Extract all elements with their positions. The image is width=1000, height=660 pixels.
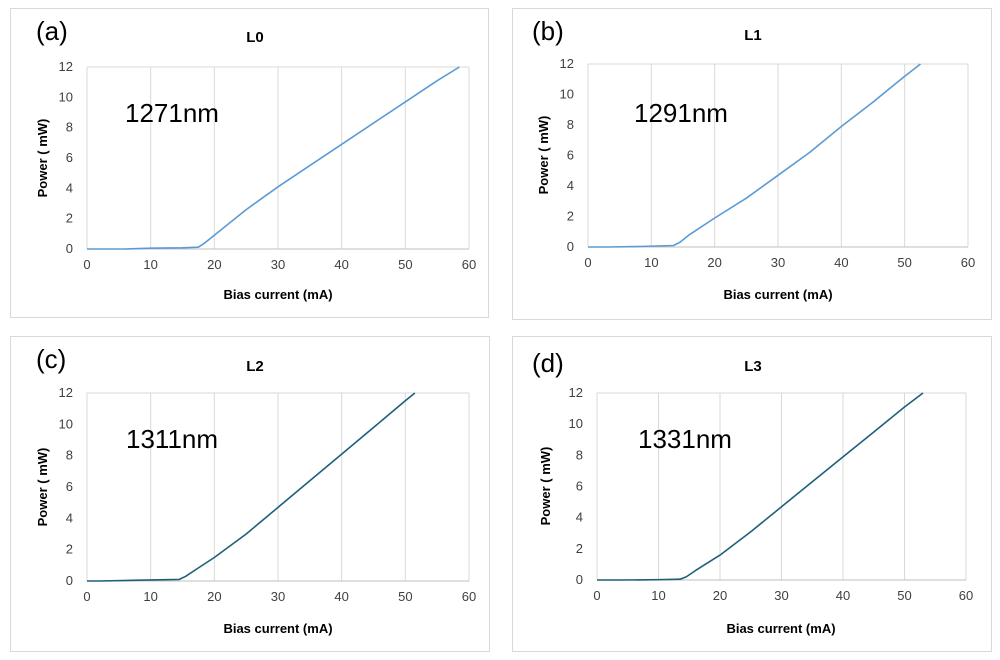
x-tick-label: 30	[774, 588, 788, 603]
chart-panel-c	[10, 336, 490, 652]
y-tick-label: 10	[560, 87, 574, 102]
y-tick-label: 0	[66, 573, 73, 588]
y-tick-label: 2	[66, 211, 73, 226]
x-tick-label: 50	[398, 589, 412, 604]
y-tick-label: 4	[66, 180, 73, 195]
y-tick-label: 8	[66, 120, 73, 135]
chart-a: 0 10 20 30 40 50 60 0 2 4 6 8 10 12 L0 1271nm Bias curre…	[35, 29, 476, 302]
y-tick-label: 2	[567, 209, 574, 224]
series-line	[597, 392, 924, 581]
x-axis-label: Bias current (mA)	[223, 621, 332, 636]
x-axis-label: Bias current (mA)	[726, 621, 835, 636]
x-tick-label: 50	[398, 257, 412, 272]
panel-label-b: (b)	[532, 16, 564, 46]
series-line	[588, 63, 921, 248]
chart-d: 0 10 20 30 40 50 60 0 2 4 6 8 10 12 L3 1331nm Bias curre…	[538, 358, 973, 636]
y-tick-label: 2	[66, 542, 73, 557]
y-tick-label: 4	[567, 178, 574, 193]
y-tick-label: 12	[560, 56, 574, 71]
y-tick-label: 4	[576, 510, 583, 525]
x-tick-label: 10	[651, 588, 665, 603]
chart-title: L3	[744, 358, 762, 375]
x-tick-label: 60	[462, 257, 476, 272]
x-tick-label: 10	[143, 257, 157, 272]
y-tick-label: 12	[59, 59, 73, 74]
x-tick-label: 20	[713, 588, 727, 603]
x-axis-label: Bias current (mA)	[723, 287, 832, 302]
wavelength-annotation: 1331nm	[638, 424, 732, 454]
y-axis-label: Power ( mW)	[538, 447, 553, 526]
x-tick-label: 40	[334, 257, 348, 272]
y-tick-label: 4	[66, 510, 73, 525]
chart-c: 0 10 20 30 40 50 60 0 2 4 6 8 10 12 L2 1311nm Bias curre…	[35, 358, 476, 636]
wavelength-annotation: 1311nm	[126, 424, 218, 454]
y-tick-label: 2	[576, 541, 583, 556]
series-line	[87, 392, 416, 582]
x-tick-label: 20	[207, 589, 221, 604]
x-tick-label: 0	[593, 588, 600, 603]
y-tick-label: 8	[567, 117, 574, 132]
wavelength-annotation: 1291nm	[634, 98, 728, 128]
wavelength-annotation: 1271nm	[125, 98, 219, 128]
y-tick-label: 0	[66, 241, 73, 256]
panel-label-a: (a)	[36, 16, 68, 46]
y-axis-label: Power ( mW)	[536, 116, 551, 195]
x-tick-label: 0	[83, 257, 90, 272]
y-tick-label: 6	[576, 479, 583, 494]
x-tick-label: 30	[271, 257, 285, 272]
x-tick-label: 20	[207, 257, 221, 272]
y-tick-label: 12	[59, 385, 73, 400]
chart-title: L1	[744, 27, 762, 44]
x-tick-label: 10	[644, 255, 658, 270]
y-tick-label: 12	[569, 385, 583, 400]
y-tick-label: 10	[569, 416, 583, 431]
chart-title: L2	[246, 358, 264, 375]
x-tick-label: 60	[961, 255, 975, 270]
panel-label-c: (c)	[36, 344, 67, 374]
chart-panel-a	[10, 8, 489, 318]
x-tick-label: 10	[143, 589, 157, 604]
x-tick-label: 30	[771, 255, 785, 270]
y-tick-label: 10	[59, 89, 73, 104]
panel-label-d: (d)	[532, 348, 564, 378]
x-tick-label: 30	[271, 589, 285, 604]
y-tick-label: 0	[576, 572, 583, 587]
y-axis-label: Power ( mW)	[35, 448, 50, 527]
y-tick-label: 0	[567, 239, 574, 254]
y-tick-label: 8	[576, 447, 583, 462]
x-tick-label: 60	[959, 588, 973, 603]
x-tick-label: 50	[897, 588, 911, 603]
x-tick-label: 0	[584, 255, 591, 270]
y-tick-label: 10	[59, 416, 73, 431]
chart-title: L0	[246, 29, 264, 46]
y-tick-label: 8	[66, 448, 73, 463]
x-tick-label: 40	[836, 588, 850, 603]
x-tick-label: 40	[834, 255, 848, 270]
x-tick-label: 20	[707, 255, 721, 270]
series-line	[87, 66, 460, 250]
x-tick-label: 50	[897, 255, 911, 270]
chart-panel-d	[512, 336, 992, 652]
y-axis-label: Power ( mW)	[35, 119, 50, 198]
y-tick-label: 6	[567, 148, 574, 163]
x-tick-label: 0	[83, 589, 90, 604]
x-axis-label: Bias current (mA)	[223, 287, 332, 302]
chart-panel-b	[512, 8, 992, 320]
chart-b: 0 10 20 30 40 50 60 0 2 4 6 8 10 12 L1 1291nm Bias curre…	[536, 27, 975, 302]
y-tick-label: 6	[66, 150, 73, 165]
x-tick-label: 40	[334, 589, 348, 604]
y-tick-label: 6	[66, 479, 73, 494]
x-tick-label: 60	[462, 589, 476, 604]
